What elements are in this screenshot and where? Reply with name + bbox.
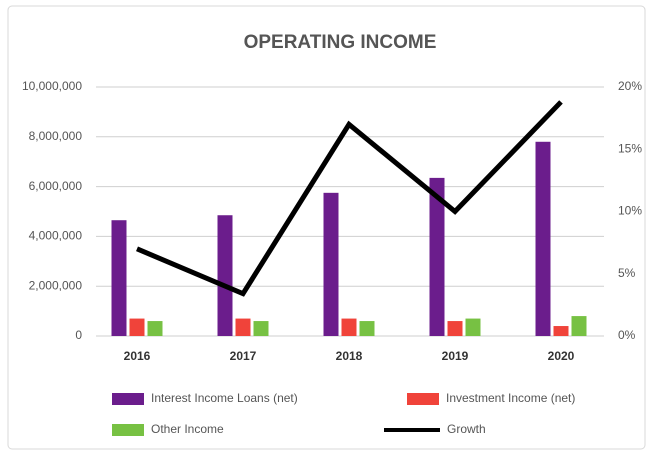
bar — [359, 321, 375, 336]
y-tick-label: 6,000,000 — [29, 179, 83, 193]
legend-label: Growth — [447, 422, 486, 436]
x-tick-label: 2018 — [336, 349, 363, 363]
y-tick-label: 10,000,000 — [22, 79, 82, 93]
y2-tick-label: 5% — [618, 266, 636, 280]
legend-swatch — [112, 424, 144, 436]
legend-label: Investment Income (net) — [446, 391, 575, 405]
bar — [571, 316, 587, 336]
bar — [447, 321, 463, 336]
y2-tick-label: 0% — [618, 328, 636, 342]
bar — [323, 192, 339, 336]
legend-label: Other Income — [151, 422, 224, 436]
bar — [429, 177, 445, 336]
x-tick-label: 2017 — [230, 349, 257, 363]
bar — [341, 318, 357, 336]
chart-title: OPERATING INCOME — [244, 32, 437, 53]
y-tick-label: 4,000,000 — [29, 229, 83, 243]
growth-line — [136, 100, 563, 297]
bar — [553, 326, 569, 336]
legend-swatch — [112, 393, 144, 405]
y2-tick-label: 10% — [618, 204, 642, 218]
y2-tick-label: 15% — [618, 141, 642, 155]
bar — [465, 318, 481, 336]
bar — [235, 318, 251, 336]
bar — [147, 321, 163, 336]
legend-swatch — [407, 393, 439, 405]
bar — [129, 318, 145, 336]
y-tick-label: 8,000,000 — [29, 129, 83, 143]
bar — [535, 141, 551, 336]
y-tick-label: 0 — [75, 328, 82, 342]
bar — [217, 215, 233, 336]
bar — [111, 220, 127, 336]
y2-tick-label: 20% — [618, 79, 642, 93]
x-tick-label: 2019 — [442, 349, 469, 363]
y-tick-label: 2,000,000 — [29, 278, 83, 292]
x-tick-label: 2016 — [124, 349, 151, 363]
bar — [253, 321, 269, 336]
x-tick-label: 2020 — [548, 349, 575, 363]
legend-label: Interest Income Loans (net) — [151, 391, 298, 405]
